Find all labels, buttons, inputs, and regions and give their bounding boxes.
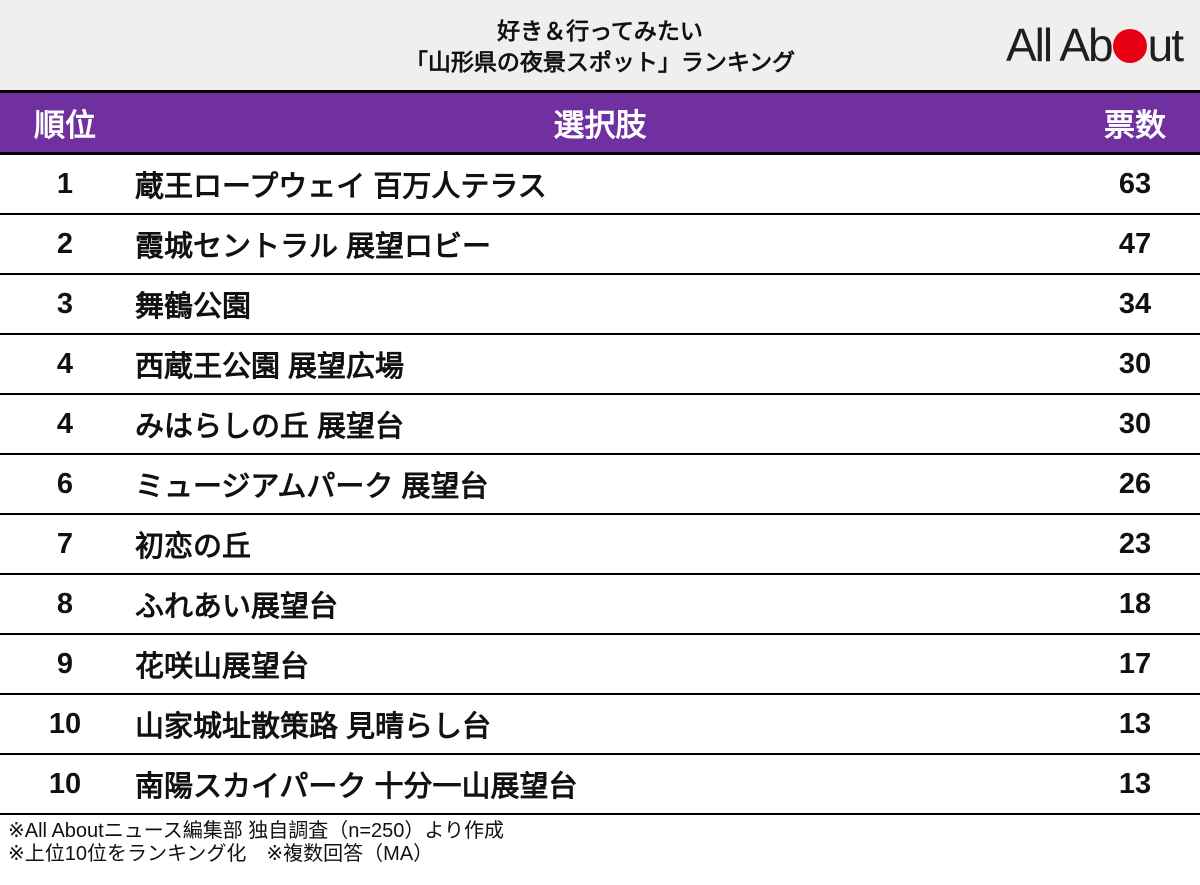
rank-cell: 4: [56, 347, 74, 380]
all-about-logo: All Ab ut: [1005, 19, 1184, 71]
rank-cell: 7: [56, 527, 74, 560]
column-header-votes: 票数: [1104, 108, 1166, 143]
table-row: 9 花咲山展望台 17: [0, 635, 1200, 695]
footer-notes: ※All Aboutニュース編集部 独自調査（n=250）より作成 ※上位10位…: [0, 815, 1200, 866]
votes-cell: 13: [1118, 707, 1152, 740]
footer-note-2: ※上位10位をランキング化 ※複数回答（MA）: [8, 843, 434, 865]
table-row: 3 舞鶴公園 34: [0, 275, 1200, 335]
title-line-2: 「山形県の夜景スポット」ランキング: [404, 49, 796, 75]
logo-red-dot-icon: [1112, 29, 1147, 63]
votes-cell: 18: [1118, 587, 1152, 620]
title-line-1: 好き＆行ってみたい: [497, 18, 703, 44]
rank-cell: 4: [56, 407, 74, 440]
logo-text-left: All Ab: [1005, 19, 1114, 71]
page-title: 好き＆行ってみたい 「山形県の夜景スポット」ランキング: [405, 12, 795, 78]
votes-cell: 13: [1118, 767, 1152, 800]
choice-cell: 山家城址散策路 見晴らし台: [135, 711, 492, 743]
choice-cell: 南陽スカイパーク 十分一山展望台: [135, 771, 578, 803]
column-header-rank: 順位: [34, 108, 96, 143]
votes-cell: 30: [1118, 407, 1152, 440]
votes-cell: 23: [1118, 527, 1152, 560]
rank-cell: 10: [48, 707, 82, 740]
table-row: 10 山家城址散策路 見晴らし台 13: [0, 695, 1200, 755]
rank-cell: 3: [56, 287, 74, 320]
header-banner: 好き＆行ってみたい 「山形県の夜景スポット」ランキング All Ab ut: [0, 0, 1200, 90]
choice-cell: ミュージアムパーク 展望台: [135, 471, 489, 503]
logo-text-right: ut: [1147, 19, 1184, 71]
votes-cell: 63: [1118, 167, 1152, 200]
table-row: 2 霞城セントラル 展望ロビー 47: [0, 215, 1200, 275]
rank-cell: 8: [56, 587, 74, 620]
table-row: 4 西蔵王公園 展望広場 30: [0, 335, 1200, 395]
table-row: 1 蔵王ロープウェイ 百万人テラス 63: [0, 155, 1200, 215]
choice-cell: 蔵王ロープウェイ 百万人テラス: [135, 171, 547, 203]
table-row: 10 南陽スカイパーク 十分一山展望台 13: [0, 755, 1200, 815]
choice-cell: 初恋の丘: [135, 531, 252, 563]
choice-cell: 西蔵王公園 展望広場: [135, 351, 405, 383]
rank-cell: 10: [48, 767, 82, 800]
choice-cell: 舞鶴公園: [135, 291, 252, 323]
table-row: 8 ふれあい展望台 18: [0, 575, 1200, 635]
ranking-rows: 1 蔵王ロープウェイ 百万人テラス 63 2 霞城セントラル 展望ロビー 47 3 舞鶴公園 3…: [0, 155, 1200, 815]
votes-cell: 30: [1118, 347, 1152, 380]
choice-cell: 花咲山展望台: [135, 651, 310, 683]
footer-note-1: ※All Aboutニュース編集部 独自調査（n=250）より作成: [8, 820, 505, 842]
rank-cell: 9: [56, 647, 74, 680]
rank-cell: 1: [56, 167, 74, 200]
choice-cell: ふれあい展望台: [135, 591, 339, 623]
votes-cell: 47: [1118, 227, 1152, 260]
votes-cell: 34: [1118, 287, 1152, 320]
rank-cell: 2: [56, 227, 74, 260]
table-row: 6 ミュージアムパーク 展望台 26: [0, 455, 1200, 515]
table-header-row: 順位 選択肢 票数: [0, 90, 1200, 155]
table-row: 4 みはらしの丘 展望台 30: [0, 395, 1200, 455]
votes-cell: 26: [1118, 467, 1152, 500]
choice-cell: みはらしの丘 展望台: [135, 411, 405, 443]
column-header-choice: 選択肢: [553, 108, 647, 143]
votes-cell: 17: [1118, 647, 1152, 680]
rank-cell: 6: [56, 467, 74, 500]
choice-cell: 霞城セントラル 展望ロビー: [135, 231, 492, 263]
table-row: 7 初恋の丘 23: [0, 515, 1200, 575]
